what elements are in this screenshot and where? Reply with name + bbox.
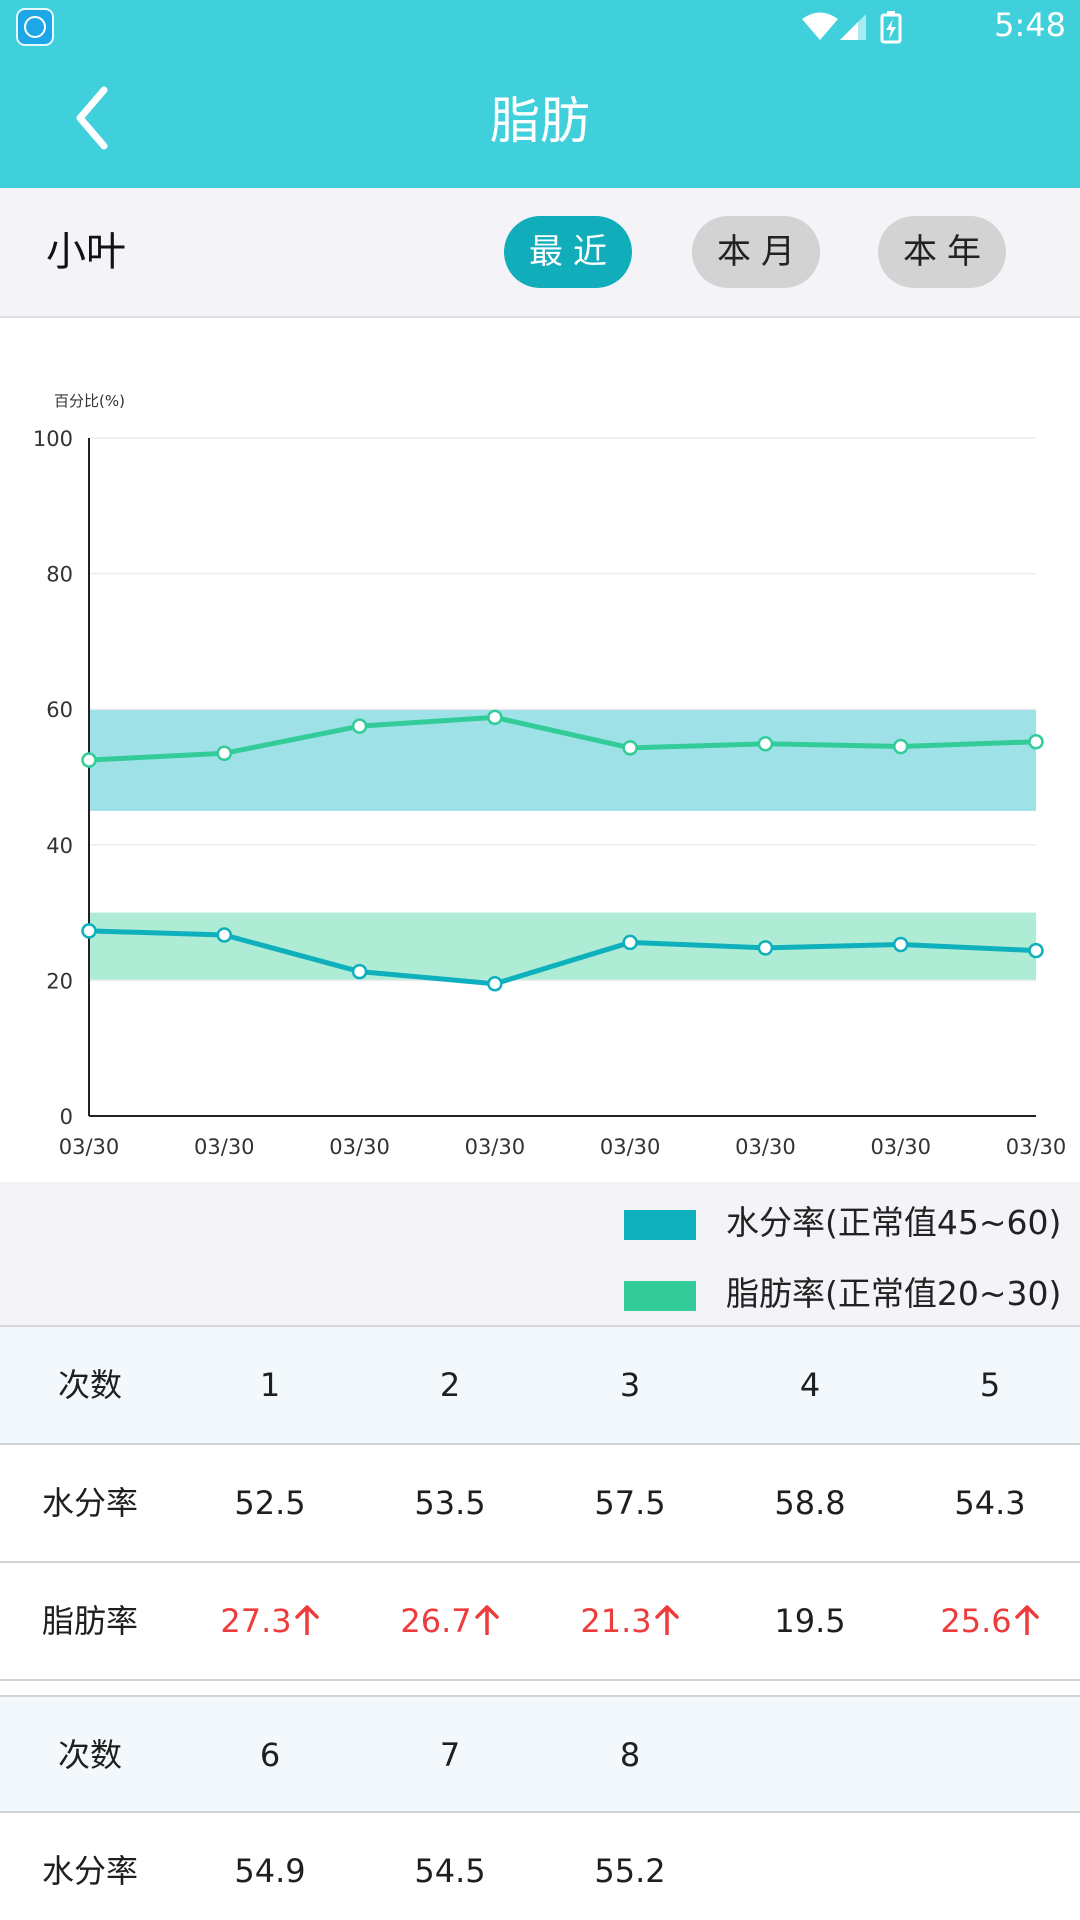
table-row-count-1: 次数 1 2 3 4 5 [0,1327,1080,1445]
fat-rate-line [88,928,1037,987]
app-header: 5:48 脂肪 [0,0,1080,188]
back-button[interactable] [66,82,126,158]
tab-this-month[interactable]: 本月 [692,216,820,288]
y-axis-label: 百分比(%) [54,392,125,410]
up-arrow-icon [1014,1605,1039,1635]
fat-cell: 21.3 [540,1563,720,1679]
water-rate-point [622,740,638,756]
water-rate-point [892,738,909,755]
row-label-count: 次数 [57,1736,122,1774]
x-tick-label: 03/30 [465,1135,526,1159]
fat-rate-point [81,923,97,939]
fat-rate-point [757,940,774,956]
up-arrow-icon [474,1605,499,1635]
count-cell: 5 [979,1366,1001,1404]
line-chart: 0 20 40 60 80 100 百分比(%) 03/30 03/30 03/30 03/30 03… [33,392,1067,1159]
status-time: 5:48 [994,6,1066,44]
status-bar: 5:48 [0,0,1080,54]
fat-rate-point [487,976,503,992]
fat-cell: 26.7 [360,1563,540,1679]
y-tick-label: 100 [33,427,73,451]
count-cell: 6 [259,1736,281,1774]
water-rate-point [216,745,233,762]
user-name: 小叶 [46,229,126,275]
row-label-water: 水分率 [41,1484,138,1522]
table-row-count-2: 次数 6 7 8 [0,1695,1080,1813]
fat-rate-point [1028,942,1044,959]
water-rate-line [88,714,1037,763]
legend: 水分率(正常值45~60) 脂肪率(正常值20~30) [0,1182,1080,1327]
fat-rate-point [351,963,368,980]
water-normal-band [89,709,1036,811]
wifi-icon [802,12,838,40]
status-icons [802,11,902,44]
row-label-count: 次数 [57,1366,122,1404]
legend-label-fat: 脂肪率(正常值20~30) [726,1274,1062,1313]
fat-value: 26.7 [400,1602,472,1640]
water-cell: 55.2 [594,1852,666,1890]
legend-label-water: 水分率(正常值45~60) [726,1203,1062,1242]
fat-cell: 27.3 [180,1563,360,1679]
fat-value: 27.3 [220,1602,292,1640]
count-cell: 7 [439,1736,461,1774]
fat-value: 21.3 [580,1602,652,1640]
row-label-water: 水分率 [41,1852,138,1890]
count-cell: 4 [799,1366,821,1404]
water-rate-point [81,752,97,768]
fat-rate-point [892,936,909,953]
count-cell: 3 [619,1366,641,1404]
fat-rate-point [622,934,638,951]
x-tick-label: 03/30 [329,1135,390,1159]
water-cell: 54.3 [954,1484,1026,1522]
page-title: 脂肪 [490,92,590,150]
water-cell: 58.8 [774,1484,846,1522]
x-tick-label: 03/30 [735,1135,796,1159]
water-cell: 54.9 [234,1852,306,1890]
x-tick-label: 03/30 [870,1135,931,1159]
up-arrow-icon [294,1605,319,1635]
water-rate-point [757,736,774,752]
y-tick-label: 60 [46,698,73,722]
y-tick-label: 80 [46,563,73,587]
chevron-left-icon [76,86,108,150]
battery-charging-icon [880,11,902,44]
table-row-water-2: 水分率 54.9 54.5 55.2 [0,1813,1080,1920]
user-period-bar: 小叶 最近 本月 本年 [0,188,1080,318]
signal-icon [840,14,866,40]
table-row-water-1: 水分率 52.5 53.5 57.5 58.8 54.3 [0,1445,1080,1563]
nox-app-icon [16,8,54,46]
y-tick-label: 40 [46,834,73,858]
table-row-fat-1: 脂肪率 27.3 26.7 21.3 19.5 25.6 [0,1563,1080,1681]
chart-area: 0 20 40 60 80 100 百分比(%) 03/30 03/30 03/30 03/30 03… [0,320,1080,1182]
water-rate-point [487,709,503,726]
fat-cell: 19.5 [720,1563,900,1679]
y-tick-label: 0 [60,1105,73,1129]
water-cell: 52.5 [234,1484,306,1522]
x-tick-label: 03/30 [600,1135,661,1159]
count-cell: 8 [619,1736,641,1774]
table-spacer [0,1681,1080,1695]
x-tick-label: 03/30 [194,1135,255,1159]
count-cell: 2 [439,1366,461,1404]
row-label-fat: 脂肪率 [41,1602,138,1640]
water-cell: 53.5 [414,1484,486,1522]
fat-value: 19.5 [774,1602,846,1640]
legend-swatch-water [624,1210,696,1240]
x-tick-label: 03/30 [1006,1135,1067,1159]
tab-this-year[interactable]: 本年 [878,216,1006,288]
fat-cell: 25.6 [900,1563,1080,1679]
legend-swatch-fat [624,1281,696,1311]
tab-recent[interactable]: 最近 [504,216,632,288]
fat-rate-point [216,927,233,943]
water-cell: 54.5 [414,1852,486,1890]
fat-value: 25.6 [940,1602,1012,1640]
water-rate-point [1028,733,1044,750]
water-cell: 57.5 [594,1484,666,1522]
y-tick-label: 20 [46,969,73,993]
count-cell: 1 [259,1366,281,1404]
x-tick-label: 03/30 [59,1135,120,1159]
water-rate-point [351,718,368,734]
up-arrow-icon [654,1605,679,1635]
